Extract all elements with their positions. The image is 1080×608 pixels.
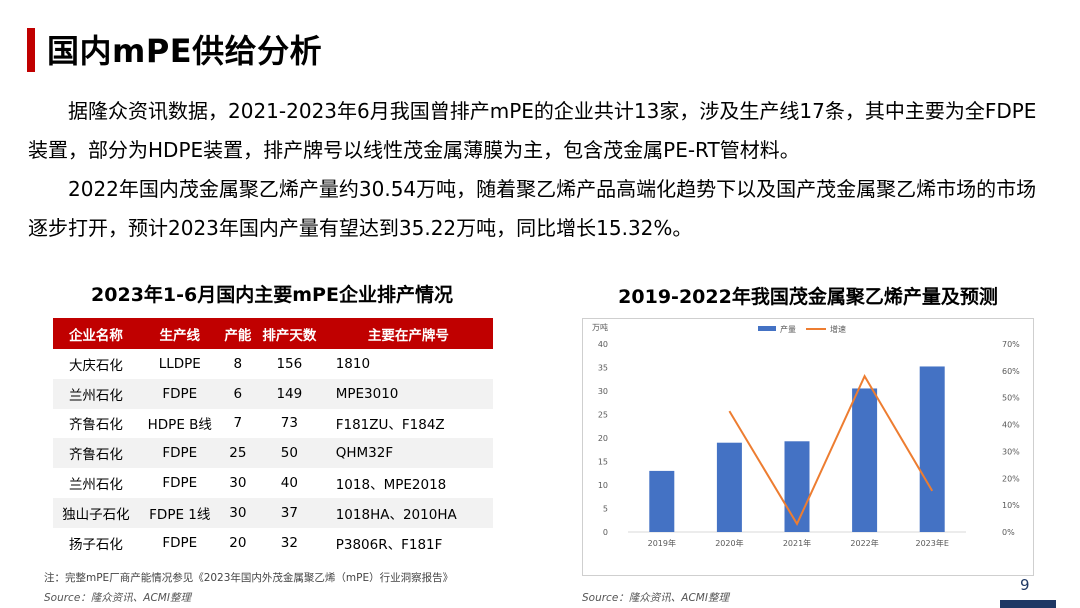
cell-company: 兰州石化 [53,378,139,409]
header-days: 排产天数 [255,318,324,349]
table-row: 扬子石化 FDPE 20 32 P3806R、F181F [53,528,493,558]
legend-label: 产量 [780,324,796,334]
cell-company: 齐鲁石化 [53,438,139,469]
source-left: Source：隆众资讯、ACMI整理 [44,592,191,604]
y-left-tick-label: 35 [598,364,608,373]
cell-days: 40 [280,475,298,492]
table-title: 2023年1-6月国内主要mPE企业排产情况 [91,284,453,306]
bar-产量 [716,442,742,532]
y-left-tick-label: 20 [598,434,608,443]
y-left-tick-label: 15 [598,458,608,467]
header-capacity: 产能 [220,318,256,349]
bar-产量 [919,366,945,532]
enterprise-table: 企业名称 生产线 产能 排产天数 主要在产牌号 大庆石化 LLDPE 8 156… [53,318,493,558]
y-right-tick-label: 70% [1002,340,1020,349]
cell-company: 独山子石化 [53,497,139,528]
x-tick-label: 2020年 [715,538,743,548]
cell-capacity: 30 [229,475,247,492]
x-tick-label: 2023年E [915,538,948,548]
y-left-tick-label: 5 [603,505,608,514]
y-right-tick-label: 30% [1002,447,1020,456]
table-row: 齐鲁石化 HDPE B线 7 73 F181ZU、F184Z [53,409,493,439]
cell-grades: 1018、MPE2018 [335,477,447,494]
cell-company: 扬子石化 [68,536,123,553]
x-tick-label: 2022年 [850,538,878,548]
cell-line: FDPE [138,438,221,469]
production-chart: 0 5 10 15 20 25 30 35 40 0% 10% 20% 30% 40% 50% 60% 70% 万… [592,322,1020,548]
table-row: 兰州石化 FDPE 6 149 MPE3010 [53,378,493,409]
y-left-tick-label: 10 [598,481,608,490]
x-tick-label: 2019年 [648,538,676,548]
cell-capacity: 20 [229,534,247,551]
cell-capacity: 30 [220,497,256,528]
source-right: Source：隆众资讯、ACMI整理 [582,592,729,604]
paragraph-1: 据隆众资讯数据，2021-2023年6月我国曾排产mPE的企业共计13家，涉及生… [28,99,1037,162]
x-tick-label: 2021年 [783,538,811,548]
table-row: 大庆石化 LLDPE 8 156 1810 [53,349,493,379]
cell-line: FDPE 1线 [138,497,221,528]
cell-grades: 1018HA、2010HA [323,497,493,528]
bar-产量 [852,388,878,532]
cell-line: FDPE [162,475,198,492]
y-right-tick-label: 60% [1002,367,1020,376]
cell-company: 齐鲁石化 [68,417,123,434]
y-left-tick-label: 0 [603,528,608,537]
cell-days: 32 [280,534,298,551]
page-number: 9 [1020,576,1030,594]
header-line: 生产线 [138,318,221,349]
y-right-tick-label: 0% [1002,528,1015,537]
cell-company: 兰州石化 [68,477,123,494]
chart-frame [582,318,1034,576]
paragraph-2: 2022年国内茂金属聚乙烯产量约30.54万吨，随着聚乙烯产品高端化趋势下以及国… [28,177,1037,240]
chart-title: 2019-2022年我国茂金属聚乙烯产量及预测 [618,286,998,308]
header-company: 企业名称 [53,318,139,349]
y-right-tick-label: 20% [1002,474,1020,483]
cell-company: 大庆石化 [68,357,123,374]
cell-line: FDPE [162,534,198,551]
cell-days: 156 [276,355,303,372]
legend-swatch-bar [758,326,776,331]
table-row: 独山子石化 FDPE 1线 30 37 1018HA、2010HA [53,497,493,528]
corner-accent [1000,600,1056,608]
cell-grades: 1810 [335,355,371,372]
line-增速 [728,374,934,527]
cell-grades: QHM32F [323,438,493,469]
y-left-unit-label: 万吨 [592,322,608,332]
bar-产量 [784,441,810,532]
table-row: 兰州石化 FDPE 30 40 1018、MPE2018 [53,468,493,498]
page-title: 国内mPE供给分析 [47,32,323,70]
header-grades: 主要在产牌号 [323,318,493,349]
bar-产量 [649,470,675,532]
cell-grades: P3806R、F181F [335,536,443,553]
y-left-tick-label: 40 [598,340,608,349]
cell-capacity: 6 [220,378,256,409]
table-row: 齐鲁石化 FDPE 25 50 QHM32F [53,438,493,469]
cell-days: 73 [280,415,298,432]
cell-line: LLDPE [158,355,201,372]
cell-grades: F181ZU、F184Z [335,417,445,434]
table-header-row: 企业名称 生产线 产能 排产天数 主要在产牌号 [53,318,493,349]
cell-line: HDPE B线 [147,417,212,434]
y-left-tick-label: 30 [598,387,608,396]
footnote: 注：完整mPE厂商产能情况参见《2023年国内外茂金属聚乙烯（mPE）行业洞察报… [44,572,454,584]
cell-days: 37 [255,497,324,528]
cell-capacity: 7 [233,415,243,432]
cell-capacity: 8 [233,355,243,372]
cell-capacity: 25 [220,438,256,469]
cell-grades: MPE3010 [323,378,493,409]
legend-label: 增速 [830,324,846,334]
cell-line: FDPE [138,378,221,409]
y-right-tick-label: 10% [1002,501,1020,510]
y-left-tick-label: 25 [598,411,608,420]
y-right-tick-label: 40% [1002,421,1020,430]
title-accent-bar [27,28,35,72]
y-right-tick-label: 50% [1002,394,1020,403]
cell-days: 50 [255,438,324,469]
cell-days: 149 [255,378,324,409]
